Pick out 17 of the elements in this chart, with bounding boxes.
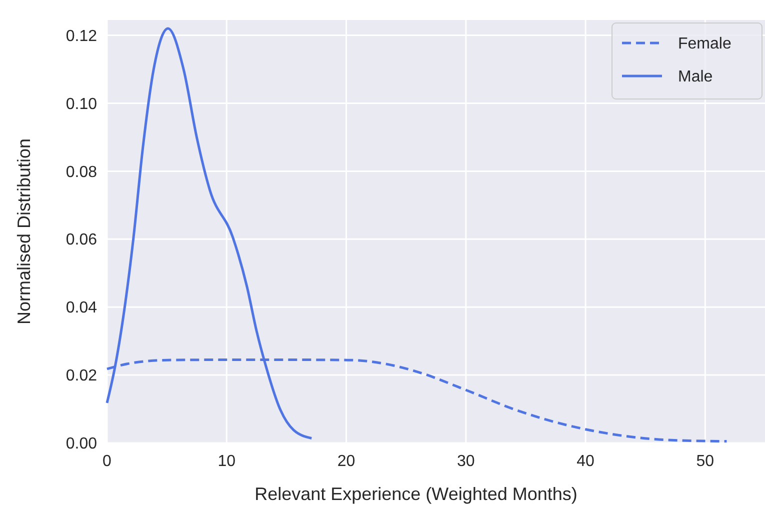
x-tick-label: 50 bbox=[696, 453, 714, 470]
legend-label: Female bbox=[678, 36, 732, 53]
x-tick-label: 20 bbox=[337, 453, 356, 470]
x-axis-title: Relevant Experience (Weighted Months) bbox=[254, 484, 578, 504]
x-tick-label: 10 bbox=[218, 453, 236, 470]
y-tick-label: 0.06 bbox=[66, 232, 98, 249]
legend-label: Male bbox=[678, 68, 713, 86]
y-tick-label: 0.04 bbox=[66, 300, 98, 317]
y-tick-label: 0.00 bbox=[66, 436, 98, 453]
y-axis-title: Normalised Distribution bbox=[14, 138, 34, 325]
y-tick-label: 0.12 bbox=[66, 28, 98, 45]
x-tick-label: 40 bbox=[576, 453, 595, 470]
y-tick-label: 0.08 bbox=[66, 164, 98, 181]
y-tick-label: 0.10 bbox=[66, 96, 98, 113]
y-tick-label: 0.02 bbox=[66, 368, 98, 385]
x-tick-label: 0 bbox=[102, 453, 112, 470]
x-tick-label: 30 bbox=[457, 453, 475, 470]
